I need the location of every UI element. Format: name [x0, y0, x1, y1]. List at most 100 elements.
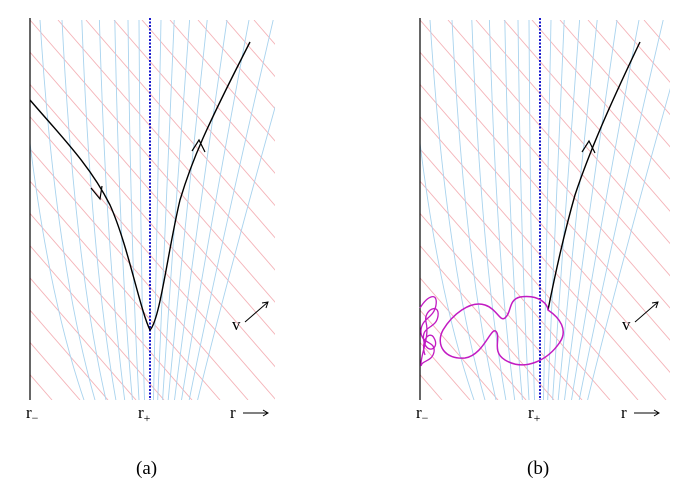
red-null-line — [197, 20, 275, 110]
red-null-line — [141, 20, 275, 174]
red-null-line — [0, 20, 24, 400]
red-null-line — [587, 20, 670, 116]
red-null-line — [420, 277, 527, 400]
v-axis-label-b: v — [622, 315, 631, 334]
blue-curve — [167, 20, 208, 400]
red-null-line — [30, 341, 81, 400]
red-null-line — [253, 20, 275, 45]
r-plus-label-a: r+ — [138, 403, 151, 425]
red-null-line — [420, 245, 555, 400]
red-null-line — [30, 20, 275, 303]
blue-curve — [528, 20, 535, 400]
red-null-line — [643, 20, 670, 51]
blue-curve — [451, 20, 497, 400]
red-null-lines-a — [0, 20, 692, 400]
blue-curve — [188, 20, 274, 400]
caption-b: (b) — [527, 458, 549, 479]
blue-curve — [81, 20, 117, 400]
red-null-line — [30, 83, 275, 368]
r-axis-label-a: r — [230, 403, 236, 422]
red-null-lines-b — [84, 20, 692, 400]
red-null-line — [394, 20, 692, 400]
arrow-up-icon — [581, 139, 596, 154]
trajectory-a — [29, 41, 251, 332]
red-null-line — [420, 116, 667, 400]
blue-curves-b — [420, 20, 670, 400]
blue-curve — [420, 139, 475, 400]
arrow-right-icon — [243, 409, 269, 417]
red-null-line — [420, 51, 670, 341]
blue-curve — [138, 20, 145, 400]
panel-b: r− r+ r v (b) — [84, 18, 692, 479]
red-null-line — [30, 116, 275, 400]
blue-curve — [517, 20, 530, 400]
blue-curves-a — [30, 20, 275, 400]
red-null-line — [282, 20, 612, 400]
arrow-up-icon — [191, 138, 206, 153]
caption-a: (a) — [136, 458, 157, 479]
red-null-line — [169, 20, 275, 142]
red-null-line — [113, 20, 275, 207]
red-null-line — [420, 373, 443, 400]
red-null-line — [420, 148, 639, 400]
red-null-line — [615, 20, 670, 83]
blue-curve — [157, 20, 175, 400]
loop-curve-b — [439, 295, 564, 366]
arrow-up-right-icon — [244, 301, 269, 323]
blue-curve — [197, 105, 275, 400]
blue-curve — [543, 20, 552, 400]
blue-curve — [571, 20, 640, 400]
red-null-line — [57, 20, 275, 271]
red-null-line — [30, 180, 221, 400]
blue-curve — [61, 20, 107, 400]
blue-curve — [127, 20, 140, 400]
arrow-up-right-icon — [634, 301, 659, 323]
blue-curve — [429, 20, 486, 400]
r-plus-label-b: r+ — [528, 403, 541, 425]
blue-curve — [557, 20, 598, 400]
red-null-line — [559, 20, 670, 148]
panel-a: r− r+ r v (a) — [0, 18, 692, 479]
blue-curve — [547, 20, 565, 400]
blue-curve — [153, 20, 162, 400]
blue-curve — [114, 20, 133, 400]
red-null-line — [420, 180, 611, 400]
red-null-line — [30, 148, 249, 400]
blue-curve — [564, 20, 618, 400]
red-null-line — [338, 20, 668, 400]
red-null-line — [30, 245, 165, 400]
blue-curve — [471, 20, 507, 400]
blue-curve — [578, 20, 664, 400]
red-null-line — [503, 20, 670, 212]
r-minus-label-b: r− — [416, 403, 429, 425]
blue-curve — [504, 20, 523, 400]
blue-curve — [98, 20, 126, 400]
red-null-line — [84, 20, 414, 400]
red-null-line — [672, 20, 692, 400]
blue-curve — [30, 139, 85, 400]
blue-curve — [488, 20, 516, 400]
red-null-line — [447, 20, 670, 277]
arrow-right-icon — [634, 409, 660, 417]
v-axis-label-a: v — [232, 315, 241, 334]
blue-curve — [587, 87, 670, 400]
red-null-line — [475, 20, 670, 245]
red-null-line — [420, 309, 499, 400]
loop-tangle-b — [419, 296, 439, 367]
blue-curve — [181, 20, 250, 400]
blue-curve — [174, 20, 228, 400]
blue-curve — [39, 20, 96, 400]
red-null-line — [531, 20, 670, 180]
red-null-line — [30, 51, 275, 336]
red-null-line — [85, 20, 275, 239]
red-null-line — [30, 277, 137, 400]
red-null-line — [30, 309, 109, 400]
blue-curve — [162, 20, 191, 400]
red-null-line — [30, 212, 193, 400]
arrow-down-icon — [90, 185, 103, 201]
r-minus-label-a: r− — [26, 403, 39, 425]
red-null-line — [420, 212, 583, 400]
trajectory-b — [547, 41, 641, 311]
r-axis-label-b: r — [621, 403, 627, 422]
